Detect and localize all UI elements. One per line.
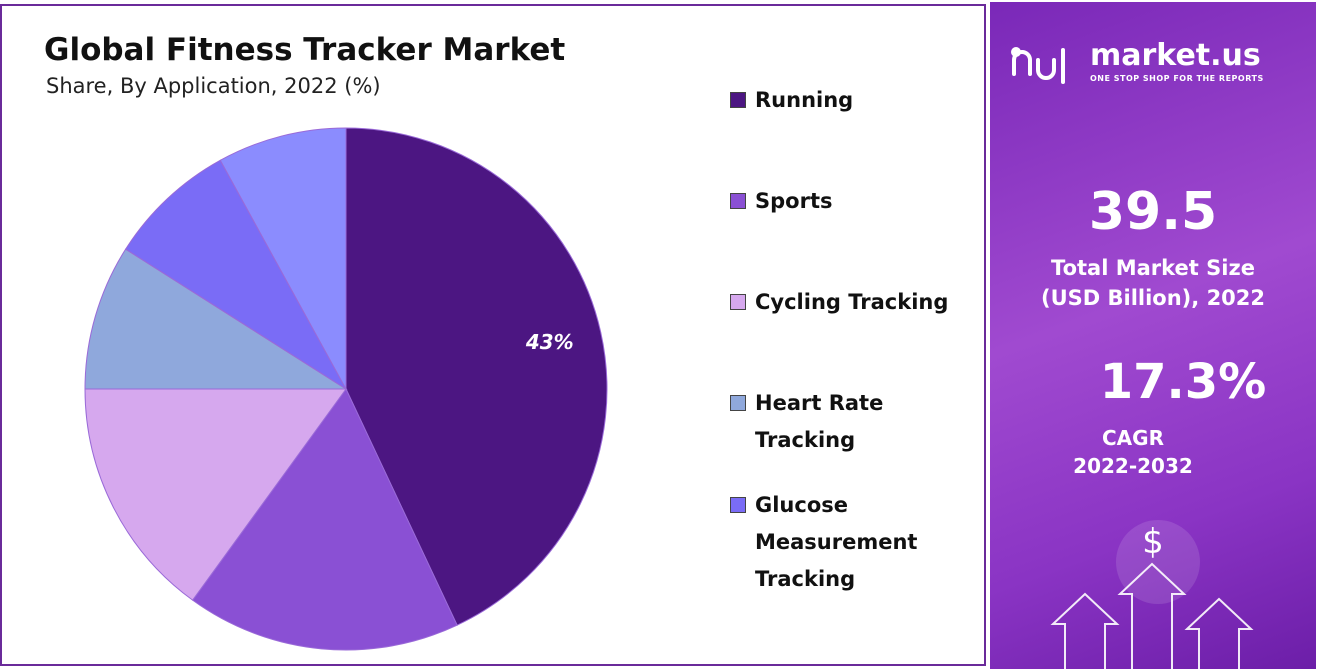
legend-label: Running: [755, 88, 854, 112]
legend-item: Heart Rate Tracking: [730, 385, 970, 459]
legend-swatch: [730, 294, 746, 310]
brand: market.us: [1090, 38, 1261, 73]
dollar-icon: $: [1142, 522, 1164, 562]
cagr: 17.3%: [1099, 354, 1267, 410]
legend-label: Heart Rate Tracking: [755, 391, 884, 452]
legend-item: Glucose Measurement Tracking: [730, 487, 970, 598]
chart-frame: [0, 4, 986, 666]
legend-label: Sports: [755, 189, 833, 213]
pie-slice: [84, 248, 348, 390]
panel-decor: [1011, 47, 1254, 669]
legend-swatch: [730, 92, 746, 108]
market-size-label: (USD Billion), 2022: [1040, 286, 1266, 310]
arrows: [1050, 562, 1254, 669]
pie-slice: [84, 388, 347, 601]
legend-swatch: [730, 395, 746, 411]
market-size: 39.5: [1088, 182, 1218, 242]
legend-item: Cycling Tracking: [730, 284, 970, 321]
legend-item: Sports: [730, 183, 970, 220]
chart-title: Global Fitness Tracker Market: [44, 32, 566, 68]
tagline: ONE STOP SHOP FOR THE REPORTS: [1090, 74, 1264, 83]
cagr-label: CAGR: [1102, 426, 1164, 450]
pie-slice: [124, 159, 347, 390]
pie-slice: [191, 388, 458, 651]
legend-label: Cycling Tracking: [755, 290, 949, 314]
legend-swatch: [730, 193, 746, 209]
legend-swatch: [730, 497, 746, 513]
chart: 43%: [84, 127, 608, 651]
market-size-label: Total Market Size: [1051, 256, 1255, 280]
data-label: 43%: [525, 330, 574, 354]
cagr-label: 2022-2032: [1073, 454, 1193, 478]
chart-subtitle: Share, By Application, 2022 (%): [46, 74, 381, 98]
info-panel: market.us ONE STOP SHOP FOR THE REPORTS …: [990, 2, 1316, 669]
legend-item: Running: [730, 82, 970, 119]
logo-icon: [1011, 47, 1065, 84]
legend-label: Glucose Measurement Tracking: [755, 493, 918, 591]
pie-slice: [219, 127, 347, 390]
pie-slice: [345, 127, 608, 626]
